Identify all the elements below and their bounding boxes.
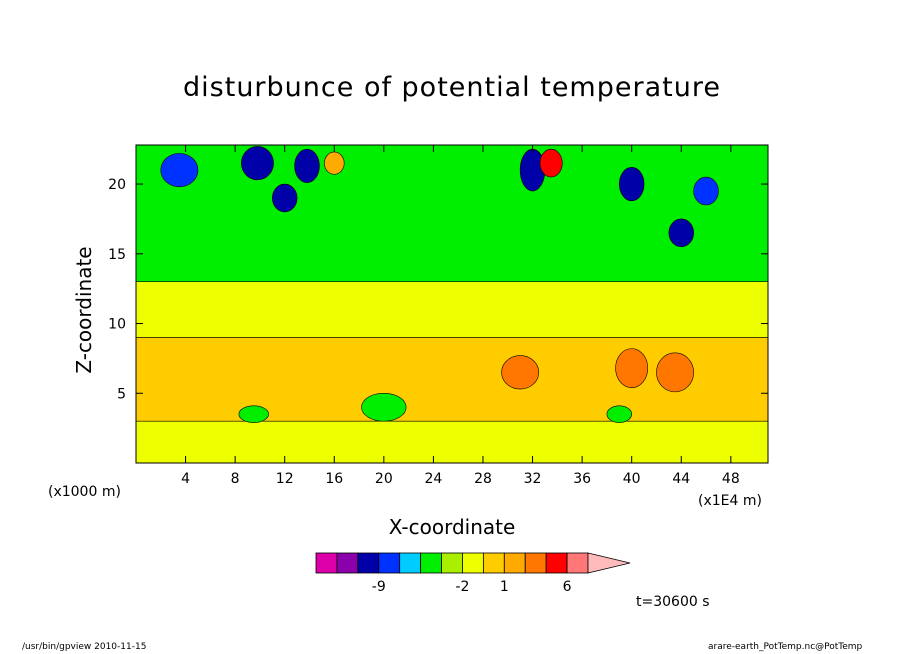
x-tick-label: 4 [181, 471, 190, 487]
contour-cell-6 [539, 148, 563, 178]
contour-cell-15 [606, 405, 632, 423]
x-tick-label: 12 [276, 471, 294, 487]
colorbar-label: 1 [500, 579, 509, 595]
colorbar-swatch [462, 552, 484, 574]
contour-cell-11 [615, 348, 649, 388]
contour-cell-1 [241, 146, 274, 181]
colorbar-swatch [378, 552, 401, 574]
plot-frame [135, 144, 769, 464]
contour-band-3 [136, 145, 768, 282]
x-tick-label: 36 [573, 471, 591, 487]
colorbar-swatch [420, 552, 442, 574]
contour-cell-0 [160, 153, 199, 188]
contour-cell-12 [656, 352, 694, 393]
colorbar-swatch [566, 552, 589, 574]
contour-cell-2 [272, 183, 298, 213]
colorbar-swatch [336, 552, 359, 574]
y-tick-label: 5 [117, 386, 126, 402]
colorbar-extend-arrow [587, 552, 631, 574]
contour-band-2 [136, 281, 768, 338]
contour-cell-8 [668, 218, 694, 248]
colorbar-swatch [357, 552, 380, 574]
y-tick-label: 15 [108, 247, 126, 263]
footer-command: /usr/bin/gpview 2010-11-15 [22, 642, 147, 652]
contour-cell-13 [361, 392, 407, 422]
x-axis: 4 8 12 16 20 24 28 32 36 40 44 48 [181, 145, 740, 487]
contour-cell-9 [693, 176, 719, 206]
x-tick-label: 20 [375, 471, 393, 487]
x-tick-label: 8 [231, 471, 240, 487]
contour-field [136, 145, 768, 463]
colorbar-swatch [545, 552, 568, 574]
y-axis-unit: (x1000 m) [48, 484, 121, 500]
y-tick-label: 10 [108, 317, 126, 333]
footer-source: arare-earth_PotTemp.nc@PotTemp [708, 642, 863, 652]
colorbar-swatch [482, 552, 505, 574]
y-tick-label: 20 [108, 177, 126, 193]
time-stamp: t=30600 s [636, 594, 710, 610]
x-tick-label: 44 [672, 471, 690, 487]
colorbar-label: -2 [455, 579, 469, 595]
x-tick-label: 24 [424, 471, 442, 487]
x-axis-label: X-coordinate [388, 515, 516, 539]
colorbar-swatch [399, 552, 422, 574]
contour-band-0 [136, 420, 768, 463]
y-axis-label: Z-coordinate [72, 246, 96, 374]
colorbar-swatch [503, 552, 526, 574]
x-tick-label: 16 [325, 471, 343, 487]
y-axis: 5 10 15 20 [108, 177, 768, 402]
x-tick-label: 32 [524, 471, 542, 487]
colorbar-label: 6 [563, 579, 572, 595]
colorbar-swatch [524, 552, 547, 574]
x-tick-label: 48 [722, 471, 740, 487]
x-axis-unit: (x1E4 m) [698, 493, 762, 509]
x-tick-label: 28 [474, 471, 492, 487]
contour-cell-3 [294, 148, 320, 183]
x-tick-label: 40 [623, 471, 641, 487]
contour-cell-4 [324, 151, 345, 175]
colorbar-label: -9 [372, 579, 386, 595]
contour-cell-7 [618, 167, 645, 202]
chart-title: disturbunce of potential temperature [183, 72, 721, 103]
contour-cell-10 [501, 355, 540, 390]
colorbar: -9 -2 1 6 [315, 552, 631, 595]
contour-cell-14 [238, 405, 269, 423]
colorbar-swatch [441, 552, 463, 574]
colorbar-swatch [315, 552, 338, 574]
